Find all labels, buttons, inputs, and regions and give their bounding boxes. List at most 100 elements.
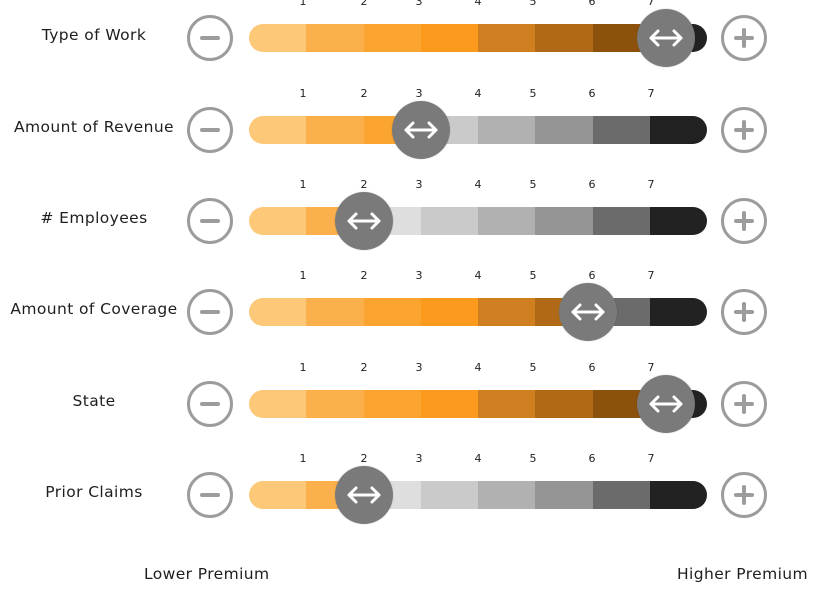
tick-label: 7 (647, 452, 655, 465)
factor-row: Amount of Revenue 1 2 3 4 5 6 7 (0, 87, 840, 160)
tick-label: 6 (588, 269, 596, 282)
increase-button[interactable] (721, 107, 767, 153)
factor-row: # Employees 1 2 3 4 5 6 7 (0, 178, 840, 251)
tick-label: 6 (588, 361, 596, 374)
tick-label: 5 (529, 0, 537, 8)
slider-segment (478, 207, 536, 235)
increase-button[interactable] (721, 15, 767, 61)
factor-label: Amount of Coverage (10, 300, 178, 318)
double-arrow-icon (649, 29, 683, 47)
tick-label: 2 (360, 452, 368, 465)
decrease-button[interactable] (187, 15, 233, 61)
tick-label: 2 (360, 0, 368, 8)
slider-segment (649, 207, 707, 235)
slider-segment (478, 390, 536, 418)
factor-label: Amount of Revenue (13, 118, 174, 136)
lower-premium-label: Lower Premium (144, 565, 270, 583)
slider-segment (420, 24, 478, 52)
tick-label: 3 (415, 269, 423, 282)
slider-segment (535, 207, 593, 235)
tick-label: 2 (360, 269, 368, 282)
tick-label: 4 (474, 178, 482, 191)
factor-row: State 1 2 3 4 5 6 7 (0, 361, 840, 434)
increase-button[interactable] (721, 289, 767, 335)
factor-label: Type of Work (41, 26, 147, 44)
slider-segment (306, 116, 364, 144)
increase-button[interactable] (721, 198, 767, 244)
slider-segment (535, 116, 593, 144)
tick-label: 3 (415, 87, 423, 100)
tick-label: 4 (474, 361, 482, 374)
slider-segment (249, 481, 307, 509)
tick-label: 5 (529, 452, 537, 465)
double-arrow-icon (347, 486, 381, 504)
scale-ticks: 1 2 3 4 5 6 7 (0, 178, 840, 194)
slider-segment (592, 481, 650, 509)
tick-label: 3 (415, 361, 423, 374)
tick-label: 6 (588, 452, 596, 465)
slider-segment (249, 24, 307, 52)
tick-label: 7 (647, 269, 655, 282)
tick-label: 6 (588, 178, 596, 191)
scale-ticks: 1 2 3 4 5 6 7 (0, 0, 840, 11)
slider-thumb[interactable] (559, 283, 617, 341)
increase-button[interactable] (721, 472, 767, 518)
slider-segment (478, 298, 536, 326)
decrease-button[interactable] (187, 472, 233, 518)
slider-track[interactable] (249, 207, 707, 235)
tick-label: 2 (360, 361, 368, 374)
tick-label: 7 (647, 361, 655, 374)
slider-track[interactable] (249, 116, 707, 144)
slider-segment (649, 298, 707, 326)
slider-segment (249, 390, 307, 418)
slider-thumb[interactable] (335, 466, 393, 524)
slider-segment (306, 298, 364, 326)
slider-segment (363, 24, 421, 52)
tick-label: 4 (474, 0, 482, 8)
slider-segment (363, 390, 421, 418)
tick-label: 4 (474, 87, 482, 100)
slider-segment (649, 116, 707, 144)
slider-segment (420, 481, 478, 509)
scale-ticks: 1 2 3 4 5 6 7 (0, 452, 840, 468)
slider-thumb[interactable] (637, 9, 695, 67)
tick-label: 6 (588, 0, 596, 8)
tick-label: 5 (529, 361, 537, 374)
slider-track[interactable] (249, 298, 707, 326)
slider-segment (420, 207, 478, 235)
tick-label: 5 (529, 87, 537, 100)
tick-label: 1 (299, 0, 307, 8)
tick-label: 5 (529, 178, 537, 191)
decrease-button[interactable] (187, 381, 233, 427)
factor-label: # Employees (40, 209, 148, 227)
slider-segment (478, 481, 536, 509)
decrease-button[interactable] (187, 289, 233, 335)
slider-segment (535, 390, 593, 418)
tick-label: 2 (360, 87, 368, 100)
tick-label: 1 (299, 361, 307, 374)
tick-label: 3 (415, 0, 423, 8)
scale-ticks: 1 2 3 4 5 6 7 (0, 87, 840, 103)
slider-track[interactable] (249, 481, 707, 509)
decrease-button[interactable] (187, 198, 233, 244)
slider-thumb[interactable] (637, 375, 695, 433)
increase-button[interactable] (721, 381, 767, 427)
tick-label: 3 (415, 178, 423, 191)
higher-premium-label: Higher Premium (677, 565, 809, 583)
slider-segment (420, 390, 478, 418)
slider-segment (363, 298, 421, 326)
tick-label: 7 (647, 87, 655, 100)
tick-label: 1 (299, 452, 307, 465)
slider-segment (306, 390, 364, 418)
slider-thumb[interactable] (335, 192, 393, 250)
decrease-button[interactable] (187, 107, 233, 153)
slider-segment (592, 207, 650, 235)
slider-segment (249, 207, 307, 235)
tick-label: 6 (588, 87, 596, 100)
slider-thumb[interactable] (392, 101, 450, 159)
tick-label: 4 (474, 269, 482, 282)
factor-row: Amount of Coverage 1 2 3 4 5 6 7 (0, 269, 840, 342)
slider-segment (306, 24, 364, 52)
double-arrow-icon (404, 121, 438, 139)
slider-segment (478, 116, 536, 144)
